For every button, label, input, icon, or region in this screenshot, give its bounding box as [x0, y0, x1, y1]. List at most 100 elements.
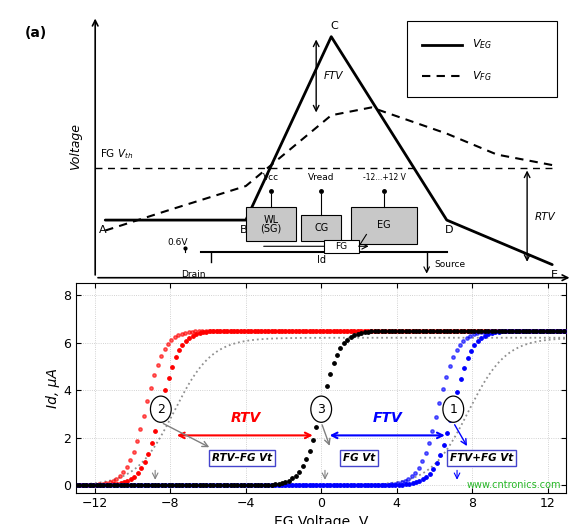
Point — [78, 481, 88, 489]
Text: FTV: FTV — [373, 411, 402, 424]
Point — [177, 481, 186, 489]
Point — [157, 400, 166, 408]
Point — [71, 481, 81, 489]
Point — [259, 481, 269, 489]
Point — [525, 326, 534, 335]
Point — [528, 326, 537, 335]
Point — [178, 481, 187, 489]
Point — [507, 326, 517, 335]
Point — [204, 326, 214, 335]
Point — [161, 386, 170, 395]
Point — [414, 326, 423, 335]
Point — [483, 327, 492, 335]
Point — [168, 481, 177, 489]
Point — [164, 481, 173, 489]
Point — [136, 481, 145, 489]
Point — [476, 328, 485, 336]
Point — [531, 326, 541, 335]
Point — [349, 481, 358, 489]
Point — [242, 481, 252, 489]
Point — [436, 451, 445, 459]
Point — [325, 326, 335, 335]
Point — [434, 399, 444, 407]
Point — [168, 481, 177, 489]
Point — [453, 326, 462, 335]
Point — [549, 326, 558, 335]
Point — [558, 326, 568, 335]
Point — [415, 326, 424, 335]
Point — [102, 479, 111, 487]
Point — [415, 477, 424, 485]
Point — [185, 481, 194, 489]
Point — [493, 326, 502, 335]
Point — [518, 326, 527, 335]
Point — [85, 481, 95, 489]
Point — [329, 359, 338, 368]
Point — [374, 481, 383, 489]
Point — [436, 326, 445, 335]
Point — [345, 481, 354, 489]
Point — [228, 481, 238, 489]
Text: -12...+12 V: -12...+12 V — [363, 173, 405, 182]
Point — [418, 475, 427, 484]
Point — [515, 326, 524, 335]
Point — [335, 326, 345, 335]
Point — [428, 427, 437, 435]
Text: Vread: Vread — [308, 173, 335, 182]
Point — [95, 481, 104, 489]
Point — [126, 481, 135, 489]
Point — [215, 481, 224, 489]
Point — [311, 481, 321, 489]
Point — [228, 326, 238, 335]
Point — [514, 326, 523, 335]
Text: FTV+FG Vt: FTV+FG Vt — [450, 453, 513, 463]
Point — [166, 336, 176, 344]
Point — [453, 388, 462, 396]
Point — [470, 326, 479, 335]
Point — [422, 473, 431, 481]
Point — [465, 326, 475, 335]
Point — [469, 330, 478, 339]
Point — [449, 326, 458, 335]
Point — [538, 326, 547, 335]
Text: WL: WL — [263, 215, 279, 225]
Point — [397, 326, 406, 335]
Point — [356, 326, 365, 335]
Point — [541, 326, 551, 335]
Point — [373, 326, 382, 335]
Point — [81, 481, 90, 489]
Point — [411, 326, 420, 335]
Point — [421, 449, 430, 457]
Point — [154, 481, 163, 489]
Point — [394, 326, 403, 335]
Text: FTV: FTV — [324, 71, 343, 81]
Point — [555, 326, 564, 335]
Point — [312, 423, 321, 431]
Point — [415, 326, 424, 335]
Point — [192, 481, 201, 489]
Point — [91, 481, 100, 489]
Point — [202, 328, 211, 336]
Point — [253, 481, 263, 489]
Point — [552, 326, 562, 335]
Point — [197, 481, 207, 489]
Point — [75, 481, 84, 489]
Text: FTV: FTV — [364, 217, 378, 226]
Point — [497, 326, 506, 335]
Point — [211, 326, 221, 335]
Point — [174, 481, 183, 489]
Point — [343, 335, 352, 344]
Point — [477, 326, 486, 335]
Point — [298, 481, 307, 489]
Point — [106, 481, 115, 489]
Point — [147, 439, 156, 447]
Point — [291, 472, 301, 480]
Point — [439, 441, 448, 449]
Point — [518, 326, 527, 335]
Point — [239, 326, 248, 335]
Point — [391, 326, 400, 335]
FancyBboxPatch shape — [246, 207, 296, 241]
Point — [538, 326, 548, 335]
Point — [291, 481, 301, 489]
Point — [187, 328, 197, 336]
